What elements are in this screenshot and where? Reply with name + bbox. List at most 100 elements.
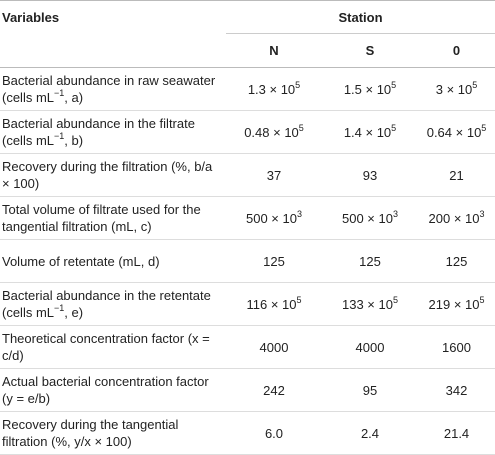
table-row: Volume of retentate (mL, d) 125 125 125 [0, 239, 495, 283]
table-row: Bacterial abundance in raw seawater (cel… [0, 67, 495, 111]
text: 1.5 × 10 [343, 81, 392, 97]
superscript: −1 [54, 88, 65, 98]
text: Actual bacterial concentration factor (y… [2, 374, 209, 406]
table-cell: 6.0 [226, 411, 322, 455]
text: Bacterial abundance in raw seawater (cel… [2, 73, 216, 105]
text: 93 [362, 167, 378, 183]
table-row: Theoretical concentration factor (x = c/… [0, 325, 495, 369]
text: , a) [64, 90, 84, 105]
text: 200 × 10 [428, 210, 480, 226]
table-row: Recovery during the tangential filtratio… [0, 411, 495, 455]
row-label: Recovery during the filtration (%, b/a ×… [0, 153, 226, 197]
text: Theoretical concentration factor (x = c/… [2, 331, 210, 363]
superscript: 5 [296, 294, 302, 305]
column-header: S [322, 33, 418, 68]
table-cell: 21.4 [418, 411, 495, 455]
row-label: Recovery during the tangential filtratio… [0, 411, 226, 455]
text: Bacterial abundance in the retentate (ce… [2, 288, 211, 320]
row-label: Actual bacterial concentration factor (y… [0, 368, 226, 412]
table-cell: 2.4 [322, 411, 418, 455]
text: 4000 [259, 339, 289, 355]
header-row: Variables Station [0, 0, 495, 68]
row-label: Bacterial abundance in the filtrate (cel… [0, 110, 226, 154]
superscript: −1 [54, 131, 65, 141]
table-cell: 4000 [322, 325, 418, 369]
text: 1.3 × 10 [247, 81, 296, 97]
text: Total volume of filtrate used for the ta… [2, 202, 201, 234]
text: 125 [445, 253, 468, 269]
text: , e) [64, 305, 84, 320]
text: 21 [449, 167, 464, 183]
table-cell: 95 [322, 368, 418, 412]
text: 116 × 10 [246, 296, 297, 312]
table-row: Bacterial abundance in the retentate (ce… [0, 282, 495, 326]
table-cell: 242 [226, 368, 322, 412]
header-variables: Variables [0, 0, 226, 68]
text: Bacterial abundance in the filtrate (cel… [2, 116, 195, 148]
table-cell: 0.48 × 105 [226, 110, 322, 154]
table-cell: 125 [322, 239, 418, 283]
text: Recovery during the filtration (%, b/a ×… [2, 159, 213, 191]
table-cell: 116 × 105 [226, 282, 322, 326]
column-header: N [226, 33, 322, 68]
text: 6.0 [264, 425, 284, 441]
header-station: Station [226, 0, 495, 34]
table-row: Actual bacterial concentration factor (y… [0, 368, 495, 412]
superscript: 5 [392, 294, 398, 305]
text: 95 [362, 382, 378, 398]
table-cell: 500 × 103 [322, 196, 418, 240]
text: 2.4 [360, 425, 380, 441]
superscript: 3 [479, 208, 485, 219]
superscript: −1 [54, 303, 65, 313]
superscript: 5 [391, 79, 397, 90]
text: 3 × 10 [435, 81, 473, 97]
table-cell: 1.5 × 105 [322, 67, 418, 111]
text: 219 × 10 [428, 296, 480, 312]
text: , b) [64, 133, 84, 148]
table-cell: 1.3 × 105 [226, 67, 322, 111]
text: Recovery during the tangential filtratio… [2, 417, 179, 449]
text: 133 × 10 [342, 296, 393, 312]
text: 0.64 × 10 [426, 124, 482, 140]
superscript: 3 [392, 208, 398, 219]
superscript: 5 [295, 79, 301, 90]
row-label: Theoretical concentration factor (x = c/… [0, 325, 226, 369]
table-cell: 21 [418, 153, 495, 197]
text: 500 × 10 [342, 210, 393, 226]
text: 4000 [355, 339, 385, 355]
table-cell: 93 [322, 153, 418, 197]
table-row: Recovery during the filtration (%, b/a ×… [0, 153, 495, 197]
text: 500 × 10 [246, 210, 297, 226]
table-body: Bacterial abundance in raw seawater (cel… [0, 67, 495, 455]
table-cell: 200 × 103 [418, 196, 495, 240]
superscript: 5 [391, 122, 397, 133]
table-cell: 0.64 × 105 [418, 110, 495, 154]
row-label: Volume of retentate (mL, d) [0, 239, 226, 283]
text: 342 [445, 382, 468, 398]
table-cell: 125 [226, 239, 322, 283]
table-cell: 125 [418, 239, 495, 283]
column-header: 0 [418, 33, 495, 68]
table-cell: 133 × 105 [322, 282, 418, 326]
row-label: Total volume of filtrate used for the ta… [0, 196, 226, 240]
text: 37 [266, 167, 282, 183]
table-cell: 1600 [418, 325, 495, 369]
text: 125 [359, 253, 381, 269]
table-row: Total volume of filtrate used for the ta… [0, 196, 495, 240]
text: 1600 [442, 339, 471, 355]
text: 21.4 [443, 425, 470, 441]
table-cell: 1.4 × 105 [322, 110, 418, 154]
superscript: 5 [298, 122, 304, 133]
superscript: 5 [481, 122, 487, 133]
table-cell: 219 × 105 [418, 282, 495, 326]
table-cell: 3 × 105 [418, 67, 495, 111]
superscript: 3 [296, 208, 302, 219]
table-cell: 4000 [226, 325, 322, 369]
text: 242 [263, 382, 285, 398]
superscript: 5 [479, 294, 485, 305]
text: 1.4 × 10 [343, 124, 392, 140]
text: 125 [263, 253, 285, 269]
